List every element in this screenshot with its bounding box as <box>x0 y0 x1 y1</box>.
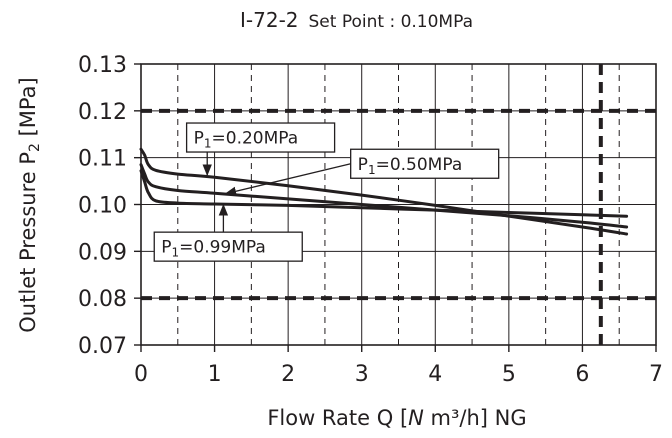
callout-box <box>350 148 500 179</box>
reference-lines <box>141 64 656 345</box>
chart-subtitle: Set Point : 0.10MPa <box>309 12 474 32</box>
x-tick-label: 0 <box>134 362 148 387</box>
callout-3: P1=0.99MPa <box>153 203 303 262</box>
y-axis-title-part-3: [MPa] <box>16 77 40 143</box>
x-axis-title-part-3: m³/h] NG <box>424 406 527 430</box>
x-axis-title-normal-symbol: N <box>408 406 424 430</box>
y-tick-label: 0.07 <box>78 334 127 359</box>
x-axis-title: Flow Rate Q [N m³/h] NG <box>267 406 526 430</box>
series-label: P1=0.99MPa <box>161 238 266 260</box>
y-tick-label: 0.10 <box>78 194 127 219</box>
y-tick-label: 0.11 <box>78 147 127 172</box>
y-tick-label: 0.08 <box>78 287 127 312</box>
x-tick-label: 7 <box>649 362 663 387</box>
series-label: P1=0.20MPa <box>194 129 299 151</box>
callout-1: P1=0.20MPa <box>185 122 336 177</box>
x-tick-label: 6 <box>575 362 589 387</box>
x-tick-label: 2 <box>281 362 295 387</box>
callout-layer: P1=0.20MPa P1=0.50MPa P1=0.99MPa <box>153 122 500 262</box>
y-tick-label: 0.13 <box>78 53 127 78</box>
callout-leader <box>224 163 351 196</box>
series-line-3 <box>139 169 629 218</box>
y-axis-title: Outlet Pressure P2 [MPa] <box>16 77 43 332</box>
x-tick-label: 5 <box>502 362 516 387</box>
chart-title-main: I-72-2 <box>240 8 299 32</box>
x-tick-label: 1 <box>208 362 222 387</box>
chart-title: I-72-2 Set Point : 0.10MPa <box>240 8 473 32</box>
y-tick-label: 0.09 <box>78 240 127 265</box>
y-axis-title-part-1: Outlet Pressure P <box>16 152 40 333</box>
x-tick-label: 3 <box>355 362 369 387</box>
x-tick-label: 4 <box>428 362 442 387</box>
callout-box <box>185 122 336 153</box>
axis-layer: 0.07 0.08 0.09 0.10 0.11 0.12 0.13 0 1 2 3 4 5 6 7 <box>78 53 663 387</box>
series-label: P1=0.50MPa <box>358 155 463 177</box>
callout-2: P1=0.50MPa <box>224 148 500 196</box>
callout-box <box>153 231 303 262</box>
y-axis-title-subscript: 2 <box>27 143 43 152</box>
y-tick-label: 0.12 <box>78 100 127 125</box>
x-axis-title-part-1: Flow Rate Q [ <box>267 406 408 430</box>
series-line-2 <box>139 163 629 229</box>
